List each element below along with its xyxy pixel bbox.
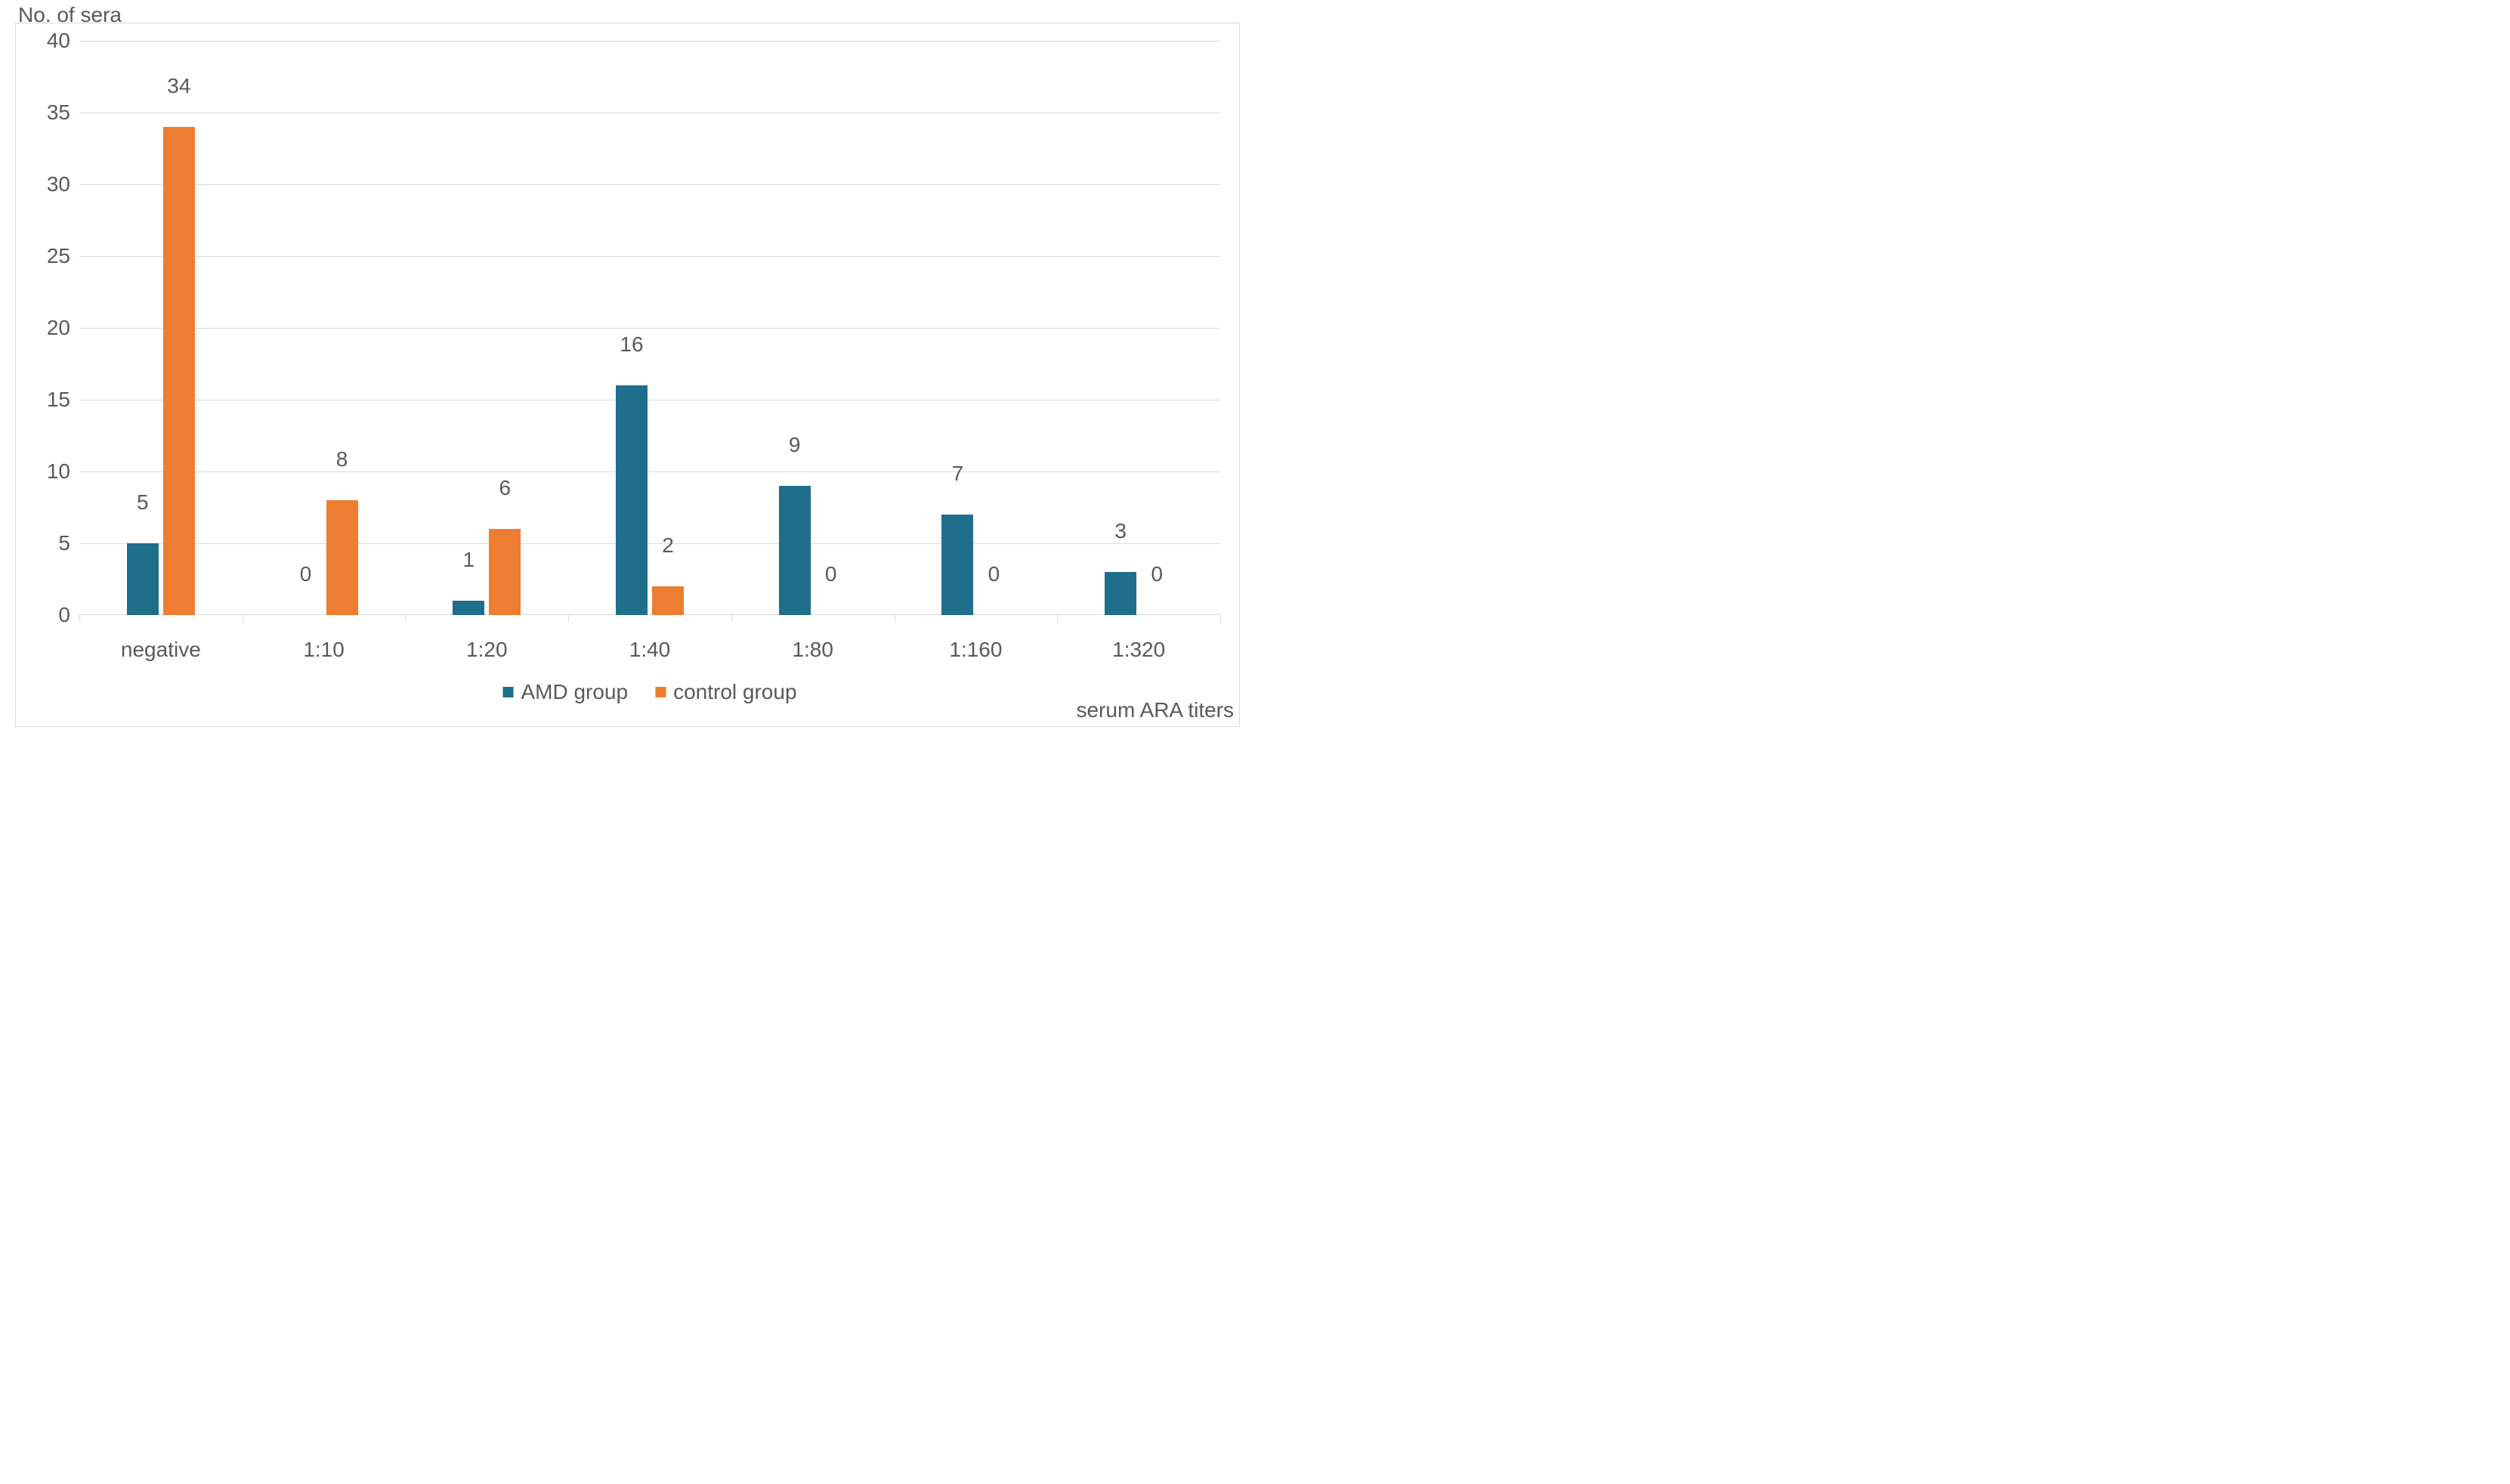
x-axis-line	[79, 614, 1220, 615]
x-tick-mark	[568, 615, 569, 623]
bar	[652, 586, 684, 615]
gridline	[79, 328, 1220, 329]
y-tick-label: 10	[0, 459, 70, 484]
bar	[326, 500, 358, 615]
bar-value-label: 0	[300, 562, 312, 586]
bar	[127, 543, 159, 615]
x-tick-mark	[79, 615, 80, 623]
bar-value-label: 9	[789, 433, 801, 457]
x-tick-mark	[1220, 615, 1221, 623]
gridline	[79, 256, 1220, 257]
x-tick-mark	[731, 615, 732, 623]
bar-value-label: 5	[137, 490, 149, 515]
bar-value-label: 6	[499, 476, 511, 500]
legend-item: AMD group	[502, 680, 628, 704]
bar	[941, 515, 973, 615]
y-tick-label: 0	[0, 603, 70, 627]
bar	[779, 486, 811, 615]
bar-value-label: 34	[167, 74, 190, 98]
legend: AMD group control group	[502, 680, 796, 704]
bar	[1105, 572, 1136, 615]
bar-value-label: 3	[1114, 519, 1127, 543]
gridline	[79, 471, 1220, 472]
bar-value-label: 16	[620, 332, 643, 357]
gridline	[79, 543, 1220, 544]
x-tick-label: 1:40	[629, 638, 671, 662]
bar-value-label: 0	[825, 562, 837, 586]
x-tick-label: 1:320	[1112, 638, 1165, 662]
bar-value-label: 8	[336, 447, 348, 471]
x-axis-title: serum ARA titers	[1076, 698, 1234, 722]
legend-label: control group	[673, 680, 796, 704]
gridline	[79, 184, 1220, 185]
plot-area: 5340816162907030	[79, 41, 1220, 615]
bar	[616, 385, 648, 615]
y-tick-label: 35	[0, 100, 70, 125]
legend-item: control group	[655, 680, 796, 704]
y-tick-label: 5	[0, 531, 70, 555]
bar-value-label: 7	[952, 462, 964, 486]
x-tick-label: 1:160	[949, 638, 1002, 662]
x-tick-mark	[1057, 615, 1058, 623]
y-tick-label: 20	[0, 316, 70, 340]
y-axis-title: No. of sera	[18, 3, 122, 27]
bar-value-label: 1	[462, 548, 474, 572]
x-tick-label: 1:20	[466, 638, 508, 662]
y-tick-label: 40	[0, 29, 70, 53]
y-tick-label: 30	[0, 172, 70, 196]
legend-label: AMD group	[521, 680, 628, 704]
bar-value-label: 0	[988, 562, 1000, 586]
bar-value-label: 2	[662, 533, 674, 558]
x-tick-label: 1:80	[792, 638, 833, 662]
y-tick-label: 25	[0, 244, 70, 268]
bar	[163, 127, 195, 615]
bar-value-label: 0	[1151, 562, 1163, 586]
x-tick-label: negative	[121, 638, 201, 662]
chart-container: No. of sera serum ARA titers 53408161629…	[0, 0, 1255, 742]
x-tick-label: 1:10	[303, 638, 345, 662]
gridline	[79, 41, 1220, 42]
y-tick-label: 15	[0, 388, 70, 412]
x-tick-mark	[405, 615, 406, 623]
bar	[453, 601, 484, 615]
bar	[489, 529, 521, 615]
legend-swatch	[502, 687, 513, 697]
legend-swatch	[655, 687, 666, 697]
